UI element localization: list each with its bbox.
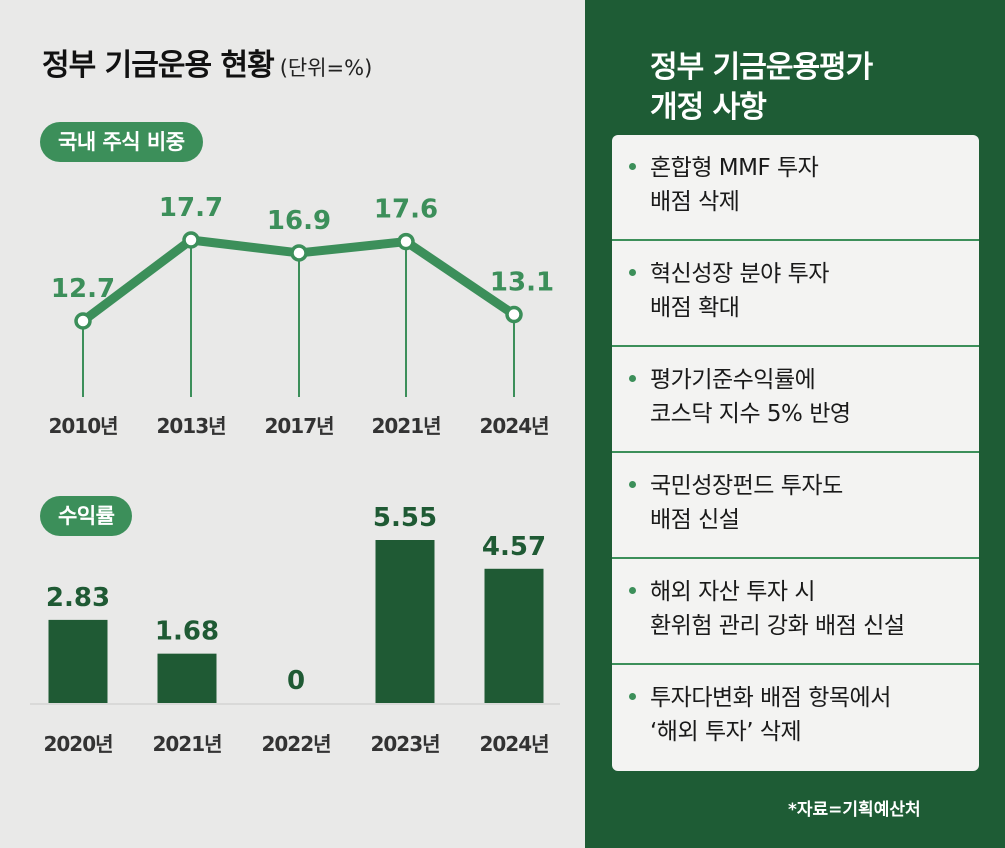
x-tick-label: 2023년 bbox=[370, 732, 439, 756]
change-line: 평가기준수익률에 bbox=[650, 367, 816, 393]
data-point bbox=[505, 305, 523, 324]
x-tick-label: 2021년 bbox=[152, 732, 221, 756]
data-point bbox=[290, 244, 308, 262]
x-tick-label: 2020년 bbox=[43, 732, 112, 756]
right-title: 정부 기금운용평가 개정 사항 bbox=[650, 48, 873, 128]
data-label: 17.7 bbox=[159, 193, 223, 223]
bar bbox=[157, 653, 217, 703]
x-tick-label: 2013년 bbox=[156, 414, 225, 438]
change-line: 배점 삭제 bbox=[650, 189, 740, 215]
change-line: 환위험 관리 강화 배점 신설 bbox=[650, 613, 905, 639]
change-line: 국민성장펀드 투자도 bbox=[650, 473, 843, 499]
data-label: 16.9 bbox=[267, 206, 331, 236]
change-line: 혼합형 MMF 투자 bbox=[650, 155, 819, 181]
bullet-icon bbox=[629, 481, 636, 488]
bullet-icon bbox=[629, 375, 636, 382]
change-item: 투자다변화 배점 항목에서 ‘해외 투자’ 삭제 bbox=[612, 665, 979, 771]
x-tick-label: 2024년 bbox=[479, 732, 548, 756]
bullet-icon bbox=[629, 269, 636, 276]
x-tick-label: 2017년 bbox=[264, 414, 333, 438]
change-text: 투자다변화 배점 항목에서 ‘해외 투자’ 삭제 bbox=[650, 681, 891, 749]
bar bbox=[484, 568, 544, 703]
source-note: *자료=기획예산처 bbox=[788, 800, 921, 820]
change-line: 투자다변화 배점 항목에서 bbox=[650, 685, 891, 711]
right-title-line2: 개정 사항 bbox=[650, 90, 767, 125]
bar-chart: 2.83 2020년 1.68 2021년 0 2022년 5.55 2023년 4.57 202… bbox=[30, 503, 560, 756]
data-label: 1.68 bbox=[155, 617, 219, 647]
data-point bbox=[397, 232, 415, 251]
bullet-icon bbox=[629, 163, 636, 170]
x-tick-label: 2021년 bbox=[371, 414, 440, 438]
data-label: 13.1 bbox=[490, 268, 554, 298]
data-label: 0 bbox=[287, 666, 305, 696]
x-tick-label: 2010년 bbox=[48, 414, 117, 438]
line-chart: 12.7 2010년 17.7 2013년 16.9 2017년 17.6 2021년 13.1… bbox=[48, 193, 554, 438]
change-line: 배점 확대 bbox=[650, 295, 740, 321]
change-line: 배점 신설 bbox=[650, 507, 740, 533]
data-label: 17.6 bbox=[374, 195, 438, 225]
change-line: ‘해외 투자’ 삭제 bbox=[650, 719, 802, 745]
change-line: 해외 자산 투자 시 bbox=[650, 579, 816, 605]
right-title-line1: 정부 기금운용평가 bbox=[650, 50, 873, 85]
line-chart-pill: 국내 주식 비중 bbox=[40, 122, 203, 162]
data-label: 12.7 bbox=[51, 274, 115, 304]
data-point bbox=[74, 312, 92, 330]
data-label: 5.55 bbox=[373, 503, 437, 533]
unit-label: (단위=%) bbox=[279, 56, 373, 80]
bullet-icon bbox=[629, 693, 636, 700]
chart-title: 정부 기금운용 현황 (단위=%) bbox=[42, 40, 372, 84]
change-line: 코스닥 지수 5% 반영 bbox=[650, 401, 851, 427]
bullet-icon bbox=[629, 587, 636, 594]
x-tick-label: 2022년 bbox=[261, 732, 330, 756]
bar bbox=[375, 540, 435, 703]
data-label: 4.57 bbox=[482, 532, 546, 562]
bar-chart-pill: 수익률 bbox=[40, 496, 133, 536]
x-tick-label: 2024년 bbox=[479, 414, 548, 438]
bar bbox=[48, 619, 108, 703]
chart-title-text: 정부 기금운용 현황 bbox=[42, 48, 275, 83]
data-label: 2.83 bbox=[46, 583, 110, 613]
data-point bbox=[182, 231, 200, 249]
change-line: 혁신성장 분야 투자 bbox=[650, 261, 829, 287]
